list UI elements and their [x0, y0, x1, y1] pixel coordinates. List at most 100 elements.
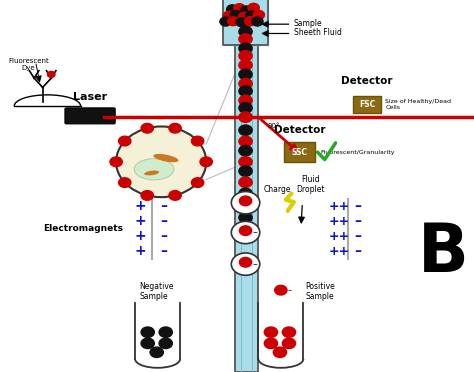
Circle shape — [252, 17, 263, 26]
Circle shape — [239, 60, 252, 70]
Circle shape — [169, 124, 181, 133]
Circle shape — [253, 10, 264, 19]
Circle shape — [150, 347, 164, 357]
Circle shape — [239, 201, 252, 212]
Circle shape — [200, 157, 212, 167]
Circle shape — [239, 226, 252, 235]
Circle shape — [241, 6, 252, 15]
Circle shape — [220, 17, 231, 26]
Text: –: – — [253, 228, 257, 237]
Bar — [353, 96, 381, 113]
Circle shape — [191, 136, 204, 146]
Circle shape — [159, 338, 173, 349]
Text: SSC: SSC — [292, 148, 308, 157]
Circle shape — [239, 145, 252, 156]
Text: Charge: Charge — [264, 185, 291, 194]
Circle shape — [239, 95, 252, 106]
Text: 90°: 90° — [268, 124, 280, 129]
Bar — [235, 45, 258, 372]
Text: –: – — [160, 244, 167, 258]
Text: –: – — [355, 229, 361, 243]
Circle shape — [239, 17, 252, 28]
Circle shape — [231, 253, 260, 275]
Ellipse shape — [144, 170, 159, 176]
Circle shape — [47, 71, 55, 77]
Circle shape — [239, 112, 252, 122]
Circle shape — [245, 17, 256, 26]
Circle shape — [239, 103, 252, 113]
Circle shape — [239, 136, 252, 147]
Circle shape — [228, 17, 239, 26]
Text: ++: ++ — [328, 200, 349, 213]
Circle shape — [141, 190, 154, 200]
Circle shape — [239, 188, 252, 199]
Circle shape — [231, 221, 260, 244]
Ellipse shape — [134, 158, 174, 180]
Text: B: B — [418, 220, 469, 286]
Circle shape — [239, 86, 252, 96]
Text: Fluid
Droplet: Fluid Droplet — [296, 175, 325, 194]
Bar — [284, 142, 315, 162]
Circle shape — [239, 51, 252, 61]
Circle shape — [239, 257, 252, 267]
Text: Electromagnets: Electromagnets — [43, 224, 123, 233]
Circle shape — [239, 177, 252, 187]
Circle shape — [239, 43, 252, 54]
Text: +: + — [134, 199, 146, 214]
Circle shape — [239, 157, 252, 167]
Text: –: – — [253, 259, 257, 269]
Circle shape — [239, 196, 252, 206]
Circle shape — [264, 338, 278, 349]
Circle shape — [231, 192, 260, 214]
Text: Size of Healthy/Dead
Cells: Size of Healthy/Dead Cells — [385, 99, 451, 110]
Circle shape — [283, 338, 296, 349]
Circle shape — [238, 12, 250, 21]
Circle shape — [169, 190, 181, 200]
Circle shape — [227, 5, 238, 14]
Circle shape — [239, 78, 252, 89]
Circle shape — [141, 338, 155, 349]
Text: Detector: Detector — [274, 125, 326, 135]
Text: Sheeth Fluid: Sheeth Fluid — [294, 28, 342, 37]
Circle shape — [246, 11, 257, 20]
Text: –: – — [355, 244, 361, 258]
Circle shape — [141, 327, 155, 337]
Text: Positive
Sample: Positive Sample — [306, 282, 336, 301]
Text: Negative
Sample: Negative Sample — [139, 282, 174, 301]
Text: Fluorescent/Granularity: Fluorescent/Granularity — [320, 150, 394, 155]
Text: –: – — [288, 286, 292, 295]
Text: Detector: Detector — [341, 76, 392, 86]
Ellipse shape — [153, 154, 179, 162]
Text: FSC: FSC — [359, 100, 375, 109]
Text: Fluorescent
Dye: Fluorescent Dye — [8, 58, 49, 71]
Text: Sample: Sample — [294, 19, 322, 28]
Circle shape — [141, 124, 154, 133]
Circle shape — [191, 178, 204, 187]
Circle shape — [234, 4, 245, 13]
Text: +: + — [134, 244, 146, 258]
Text: ++: ++ — [328, 215, 349, 228]
Circle shape — [239, 12, 252, 22]
Circle shape — [239, 34, 252, 44]
Circle shape — [239, 166, 252, 176]
Text: ++: ++ — [328, 230, 349, 243]
Text: –: – — [355, 199, 361, 214]
Circle shape — [275, 285, 287, 295]
Text: Laser: Laser — [73, 92, 107, 102]
Circle shape — [236, 18, 247, 27]
Circle shape — [110, 157, 122, 167]
Circle shape — [283, 327, 296, 337]
Circle shape — [239, 69, 252, 80]
Text: ++: ++ — [328, 245, 349, 257]
Circle shape — [118, 178, 131, 187]
Circle shape — [223, 11, 235, 20]
Circle shape — [248, 3, 259, 12]
FancyBboxPatch shape — [65, 108, 115, 124]
Circle shape — [239, 26, 252, 37]
Polygon shape — [223, 0, 268, 45]
Circle shape — [264, 327, 278, 337]
Circle shape — [239, 125, 252, 135]
Circle shape — [239, 212, 252, 223]
Text: –: – — [355, 214, 361, 228]
Circle shape — [118, 136, 131, 146]
